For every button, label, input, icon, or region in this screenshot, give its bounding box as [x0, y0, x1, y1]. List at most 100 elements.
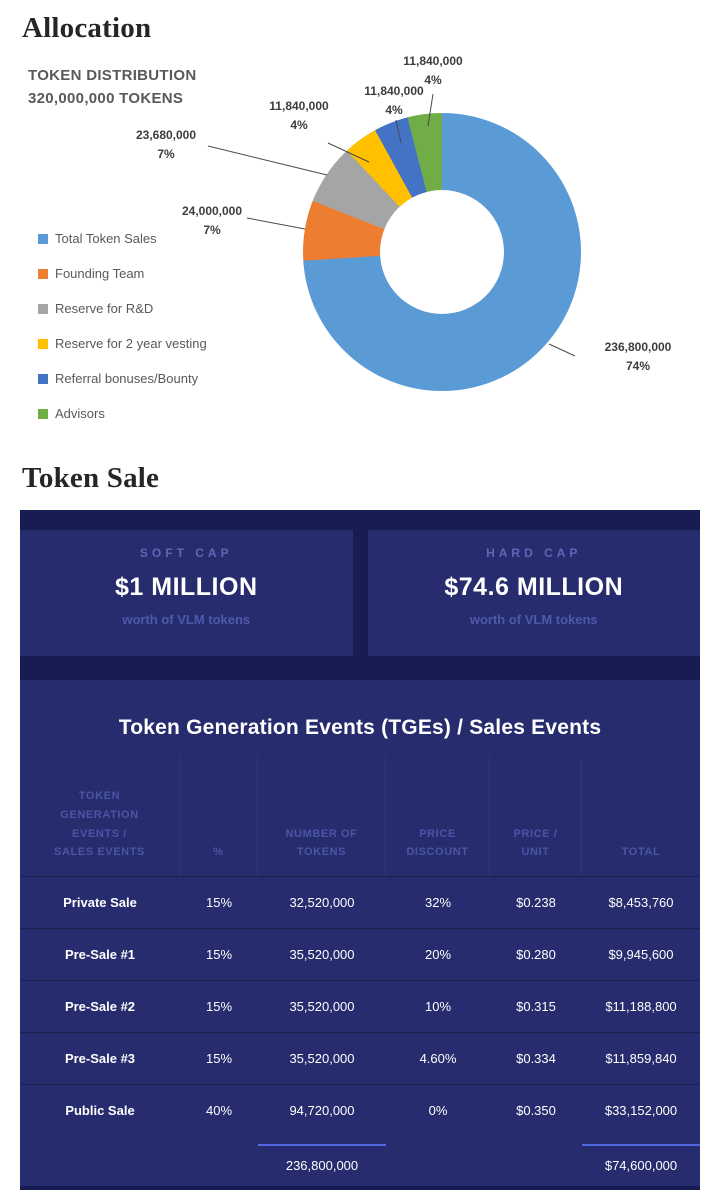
chart-label-value: 11,840,000 [403, 54, 463, 68]
cell-total: $9,945,600 [608, 947, 674, 962]
cell-discount: 0% [428, 1103, 448, 1118]
cell-price: $0.350 [516, 1103, 556, 1118]
token-distribution-chart: TOKEN DISTRIBUTION 320,000,000 TOKENS To… [0, 48, 720, 460]
token-sale-panel: SOFT CAP $1 MILLION worth of VLM tokens … [20, 510, 700, 1190]
cell-pct: 40% [205, 1103, 233, 1118]
chart-label-total-token-sales: 236,800,000 74% [576, 338, 700, 376]
legend-item-founding-team: Founding Team [38, 266, 207, 281]
column-header-pct: % [180, 756, 258, 876]
tge-table-header: TOKEN GENERATION EVENTS / SALES EVENTS %… [20, 756, 700, 876]
cell-event: Pre-Sale #2 [64, 999, 136, 1014]
token-sale-heading: Token Sale [22, 462, 160, 494]
soft-cap-card: SOFT CAP $1 MILLION worth of VLM tokens [20, 530, 353, 656]
legend-label: Advisors [55, 406, 105, 421]
legend-item-advisors: Advisors [38, 406, 207, 421]
donut-hole [380, 190, 504, 314]
chart-label-value: 24,000,000 [181, 204, 243, 218]
chart-label-value: 11,840,000 [269, 99, 329, 113]
legend-item-reserve-vesting: Reserve for 2 year vesting [38, 336, 207, 351]
tge-table-title: Token Generation Events (TGEs) / Sales E… [118, 716, 602, 739]
tge-table: Token Generation Events (TGEs) / Sales E… [20, 680, 700, 1186]
hard-cap-card: HARD CAP $74.6 MILLION worth of VLM toke… [367, 530, 700, 656]
cell-price: $0.238 [516, 895, 556, 910]
cap-cards: SOFT CAP $1 MILLION worth of VLM tokens … [20, 510, 700, 656]
table-row-private-sale: Private Sale 15% 32,520,000 32% $0.238 $… [20, 876, 700, 928]
cell-tokens: 35,520,000 [289, 1051, 355, 1066]
total-amount: $74,600,000 [582, 1144, 700, 1186]
cell-total: $8,453,760 [608, 895, 674, 910]
table-row-public-sale: Public Sale 40% 94,720,000 0% $0.350 $33… [20, 1084, 700, 1136]
legend-label: Founding Team [55, 266, 145, 281]
table-row-presale-1: Pre-Sale #1 15% 35,520,000 20% $0.280 $9… [20, 928, 700, 980]
legend-item-reserve-rd: Reserve for R&D [38, 301, 207, 316]
donut-chart [303, 113, 581, 391]
cell-discount: 4.60% [419, 1051, 457, 1066]
chart-label-advisors: 11,840,000 4% [383, 52, 483, 90]
hard-cap-value: $74.6 MILLION [444, 573, 624, 601]
chart-label-value: 236,800,000 [604, 340, 672, 354]
cell-discount: 32% [424, 895, 452, 910]
column-header-events: TOKEN GENERATION EVENTS / SALES EVENTS [20, 756, 180, 876]
cell-pct: 15% [205, 947, 233, 962]
chart-label-referral-bounty: 11,840,000 4% [344, 82, 444, 120]
cell-pct: 15% [205, 999, 233, 1014]
cell-tokens: 94,720,000 [289, 1103, 355, 1118]
cell-discount: 20% [424, 947, 452, 962]
cell-tokens: 32,520,000 [289, 895, 355, 910]
soft-cap-subtext: worth of VLM tokens [122, 612, 251, 627]
cell-total: $11,188,800 [605, 999, 677, 1014]
cell-event: Pre-Sale #1 [64, 947, 136, 962]
legend-label: Reserve for R&D [55, 301, 154, 316]
chart-label-reserve-vesting: 11,840,000 4% [249, 97, 349, 135]
chart-title: TOKEN DISTRIBUTION 320,000,000 TOKENS [28, 64, 196, 111]
soft-cap-value: $1 MILLION [114, 573, 258, 601]
chart-leader-lines [207, 93, 576, 357]
table-totals-row: 236,800,000 $74,600,000 [20, 1144, 700, 1186]
legend-swatch-icon [38, 303, 48, 314]
column-header-total: TOTAL [621, 846, 661, 859]
legend-label: Referral bonuses/Bounty [55, 371, 199, 386]
cell-price: $0.280 [516, 947, 556, 962]
chart-label-pct: 7% [157, 147, 175, 162]
cell-tokens: 35,520,000 [289, 999, 355, 1014]
cell-event: Public Sale [65, 1103, 135, 1118]
chart-label-pct: 74% [625, 359, 651, 374]
cell-price: $0.334 [516, 1051, 556, 1066]
cell-discount: 10% [424, 999, 452, 1014]
chart-label-reserve-rd: 23,680,000 7% [116, 126, 216, 164]
hard-cap-label: HARD CAP [486, 546, 582, 560]
chart-label-founding-team: 24,000,000 7% [162, 202, 262, 240]
legend-swatch-icon [38, 268, 48, 279]
legend-item-total-token-sales: Total Token Sales [38, 231, 207, 246]
chart-label-pct: 4% [424, 73, 442, 88]
column-header-discount: PRICE DISCOUNT [386, 756, 490, 876]
legend-swatch-icon [38, 233, 48, 244]
legend-label: Reserve for 2 year vesting [55, 336, 207, 351]
chart-label-pct: 7% [203, 223, 221, 238]
legend-swatch-icon [38, 408, 48, 419]
cell-tokens: 35,520,000 [289, 947, 355, 962]
legend-swatch-icon [38, 373, 48, 384]
hard-cap-subtext: worth of VLM tokens [469, 612, 598, 627]
chart-title-line1: TOKEN DISTRIBUTION [28, 67, 197, 84]
cell-total: $11,859,840 [605, 1051, 677, 1066]
chart-title-line2: 320,000,000 TOKENS [28, 90, 184, 108]
table-row-presale-2: Pre-Sale #2 15% 35,520,000 10% $0.315 $1… [20, 980, 700, 1032]
soft-cap-label: SOFT CAP [139, 546, 233, 560]
chart-label-value: 11,840,000 [364, 84, 424, 98]
cell-event: Pre-Sale #3 [64, 1051, 136, 1066]
cell-pct: 15% [205, 1051, 233, 1066]
legend-swatch-icon [38, 338, 48, 349]
chart-legend: Total Token Sales Founding Team Reserve … [38, 231, 207, 441]
chart-label-pct: 4% [385, 103, 403, 118]
column-header-tokens: NUMBER OF TOKENS [258, 756, 386, 876]
legend-label: Total Token Sales [55, 231, 157, 246]
total-tokens: 236,800,000 [258, 1144, 386, 1186]
column-header-price-unit: PRICE / UNIT [490, 756, 582, 876]
table-row-presale-3: Pre-Sale #3 15% 35,520,000 4.60% $0.334 … [20, 1032, 700, 1084]
chart-label-pct: 4% [290, 118, 308, 133]
cell-price: $0.315 [516, 999, 556, 1014]
allocation-heading: Allocation [22, 12, 152, 44]
legend-item-referral-bounty: Referral bonuses/Bounty [38, 371, 207, 386]
cell-total: $33,152,000 [604, 1103, 678, 1118]
